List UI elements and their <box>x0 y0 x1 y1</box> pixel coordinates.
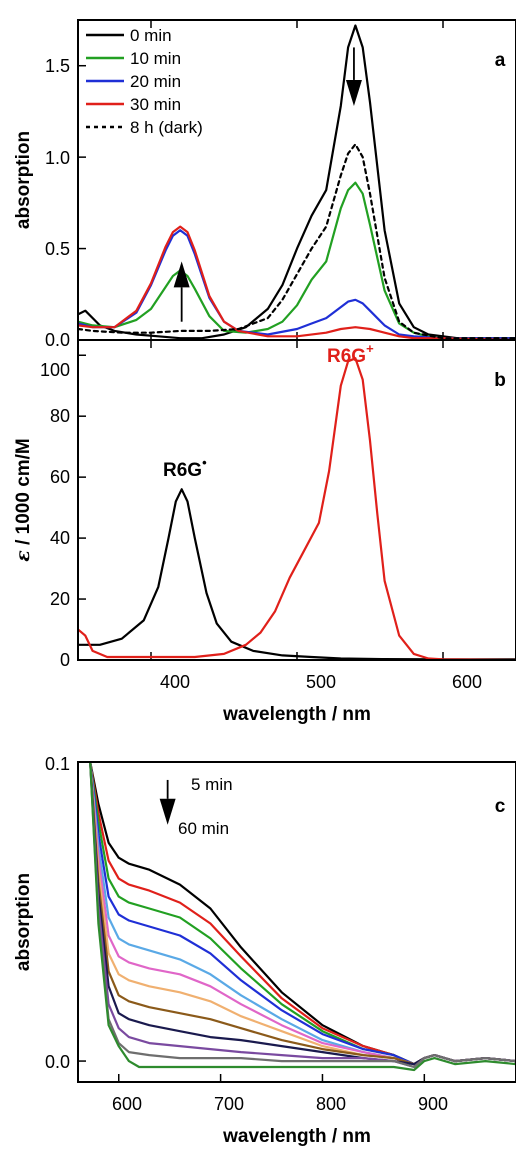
legend-label: 30 min <box>130 95 181 114</box>
panel-c-frame <box>77 761 516 1083</box>
panel-c-end-time-label: 60 min <box>178 819 229 838</box>
series-line-12 <box>89 762 516 1072</box>
panel-b-x-axis-title: wavelength / nm <box>222 704 371 725</box>
panel-c-y-axis-title: absorption <box>13 873 34 971</box>
series-line-10 <box>89 762 516 1069</box>
panel-c-ytick-label: 0.0 <box>45 1052 70 1072</box>
series-group <box>78 24 516 340</box>
panel-b-ytick-label: 40 <box>50 528 70 548</box>
series-group <box>78 357 516 660</box>
series-group <box>89 762 516 1072</box>
panel-b-xtick-label: 400 <box>160 672 190 692</box>
legend-label: 10 min <box>130 49 181 68</box>
series-line-10-min <box>78 181 516 340</box>
panel-b-y-axis-symbol: ε <box>12 550 34 562</box>
series-line-30-min <box>78 225 516 340</box>
panel-b-frame <box>77 339 516 661</box>
panel-b: 0 20 40 60 80 100 400 500 600 wavelength… <box>12 339 516 725</box>
panel-a-legend: 0 min 10 min 20 min 30 min 8 h (dark) <box>86 26 203 137</box>
series-line-0-min <box>78 24 516 340</box>
panel-b-ytick-label: 100 <box>40 360 70 380</box>
panel-a-ytick-label: 1.0 <box>45 148 70 168</box>
panel-b-y-axis-units: / 1000 cm/M <box>13 438 34 550</box>
panel-a: 0.0 0.5 1.0 1.5 absorption a 0 min 10 min… <box>13 19 516 350</box>
panel-c-ytick-label: 0.1 <box>45 754 70 774</box>
series-line-11 <box>89 762 516 1069</box>
panel-c-start-time-label: 5 min <box>191 775 233 794</box>
annotation-arrow-head <box>173 261 190 288</box>
panel-c-letter: c <box>495 796 506 817</box>
r6g-cation-superscript: + <box>366 341 374 356</box>
panel-a-y-axis-title: absorption <box>13 131 34 229</box>
r6g-cation-label: R6G+ <box>327 341 374 367</box>
panel-b-plot-area <box>78 340 516 661</box>
panel-b-ytick-label: 0 <box>60 650 70 670</box>
panel-c-x-axis-title: wavelength / nm <box>222 1126 371 1147</box>
panel-c: 0.0 0.1 600 700 800 900 wavelength / nm … <box>13 754 516 1147</box>
panel-c-plot-area <box>78 761 516 1082</box>
series-line-r6g- <box>78 357 516 660</box>
panel-c-xtick-label: 800 <box>316 1094 346 1114</box>
r6g-radical-label: R6G• <box>163 455 207 481</box>
panel-a-plot-area <box>78 20 516 341</box>
panel-b-y-axis-title: ε / 1000 cm/M <box>12 438 34 562</box>
panel-c-xtick-label: 600 <box>112 1094 142 1114</box>
panel-a-ytick-label: 0.0 <box>45 330 70 350</box>
panel-a-letter: a <box>495 50 506 71</box>
series-line-r6g- <box>78 488 516 660</box>
panel-b-letter: b <box>494 370 506 391</box>
panel-c-xtick-label: 900 <box>418 1094 448 1114</box>
legend-label: 20 min <box>130 72 181 91</box>
annotation-arrow-head <box>345 79 362 106</box>
legend-label: 0 min <box>130 26 172 45</box>
panel-a-ytick-label: 1.5 <box>45 56 70 76</box>
panel-a-ytick-label: 0.5 <box>45 239 70 259</box>
series-line-8-h-dark- <box>78 143 516 340</box>
panel-a-frame <box>77 19 516 341</box>
panel-b-xtick-label: 600 <box>452 672 482 692</box>
legend-label: 8 h (dark) <box>130 118 203 137</box>
panel-b-ytick-label: 20 <box>50 589 70 609</box>
panel-b-ytick-label: 60 <box>50 467 70 487</box>
panel-c-xtick-label: 700 <box>214 1094 244 1114</box>
series-line-3 <box>89 762 516 1066</box>
r6g-radical-superscript: • <box>202 455 207 470</box>
annotation-arrow-head <box>159 798 176 825</box>
panel-b-xtick-label: 500 <box>306 672 336 692</box>
r6g-cation-base: R6G <box>327 346 366 367</box>
panel-b-ytick-label: 80 <box>50 406 70 426</box>
r6g-radical-base: R6G <box>163 460 202 481</box>
